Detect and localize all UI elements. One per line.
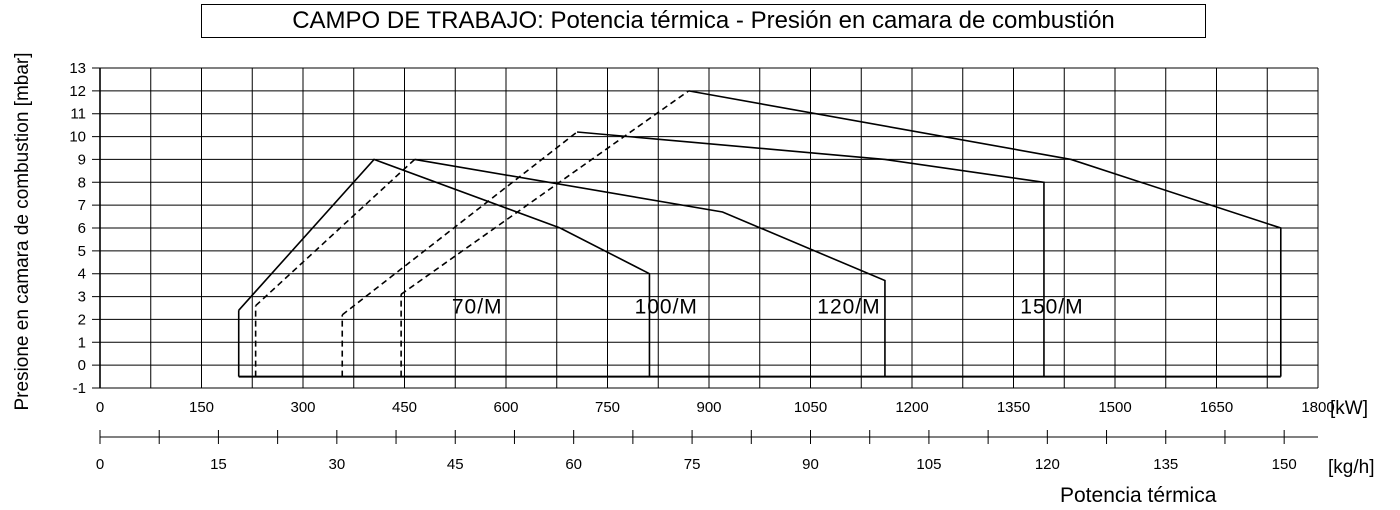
kgh-tick-label: 15	[210, 456, 227, 473]
x-tick-label: 1500	[1098, 399, 1131, 416]
kgh-tick-label: 60	[565, 456, 582, 473]
y-tick-label: 5	[78, 243, 86, 260]
x-axis-title: Potencia térmica	[1060, 484, 1217, 507]
y-tick-label: -1	[73, 380, 86, 397]
y-tick-label: 8	[78, 174, 86, 191]
kgh-tick-label: 120	[1035, 456, 1060, 473]
kgh-tick-label: 90	[802, 456, 819, 473]
x-tick-label: 1200	[895, 399, 928, 416]
x-tick-label: 1650	[1200, 399, 1233, 416]
series-100-m-curve	[414, 158, 886, 377]
y-tick-label: 13	[69, 60, 86, 77]
x-tick-label: 300	[290, 399, 315, 416]
kgh-tick-label: 45	[447, 456, 464, 473]
series-70-m-label: 70/M	[452, 296, 503, 319]
kgh-tick-label: 0	[96, 456, 104, 473]
series-100-m-label: 100/M	[635, 296, 698, 319]
y-tick-label: 6	[78, 220, 86, 237]
y-tick-label: 1	[78, 334, 86, 351]
kgh-tick-label: 30	[328, 456, 345, 473]
x-tick-label: 1350	[997, 399, 1030, 416]
x-tick-label: 750	[595, 399, 620, 416]
kgh-tick-label: 135	[1153, 456, 1178, 473]
x-unit-kgh: [kg/h]	[1328, 457, 1374, 478]
y-tick-label: 3	[78, 289, 86, 306]
x-tick-label: 600	[493, 399, 518, 416]
grid	[92, 67, 1319, 389]
x-tick-label: 450	[392, 399, 417, 416]
y-tick-label: 10	[69, 129, 86, 146]
curves	[237, 90, 1282, 378]
kgh-tick-label: 150	[1272, 456, 1297, 473]
series-120-m-label: 120/M	[817, 296, 880, 319]
series-150-m-curve	[688, 90, 1282, 377]
y-tick-label: 11	[70, 106, 86, 123]
axes	[99, 430, 1318, 444]
y-tick-label: 4	[78, 266, 86, 283]
series-70-m-curve	[238, 158, 651, 377]
series-100-m-rise	[255, 158, 416, 307]
x-tick-label: 150	[189, 399, 214, 416]
series-120-m-curve	[576, 131, 1045, 377]
y-tick-label: 7	[78, 197, 86, 214]
x-tick-label: 0	[96, 399, 104, 416]
x-tick-label: 1050	[794, 399, 827, 416]
x-tick-label: 900	[696, 399, 721, 416]
y-tick-label: 12	[69, 83, 86, 100]
x-tick-label: 1800	[1301, 399, 1334, 416]
x-unit-kw: [kW]	[1330, 398, 1368, 419]
kgh-tick-label: 105	[916, 456, 941, 473]
series-150-m-label: 150/M	[1020, 296, 1083, 319]
y-tick-label: 0	[78, 357, 86, 374]
y-tick-label: 2	[78, 311, 86, 328]
y-axis-title: Presione en camara de combustion [mbar]	[12, 52, 33, 410]
y-tick-label: 9	[78, 151, 86, 168]
kgh-tick-label: 75	[684, 456, 701, 473]
series-150-m-rise	[400, 90, 690, 295]
chart-title: CAMPO DE TRABAJO: Potencia térmica - Pre…	[201, 4, 1206, 38]
